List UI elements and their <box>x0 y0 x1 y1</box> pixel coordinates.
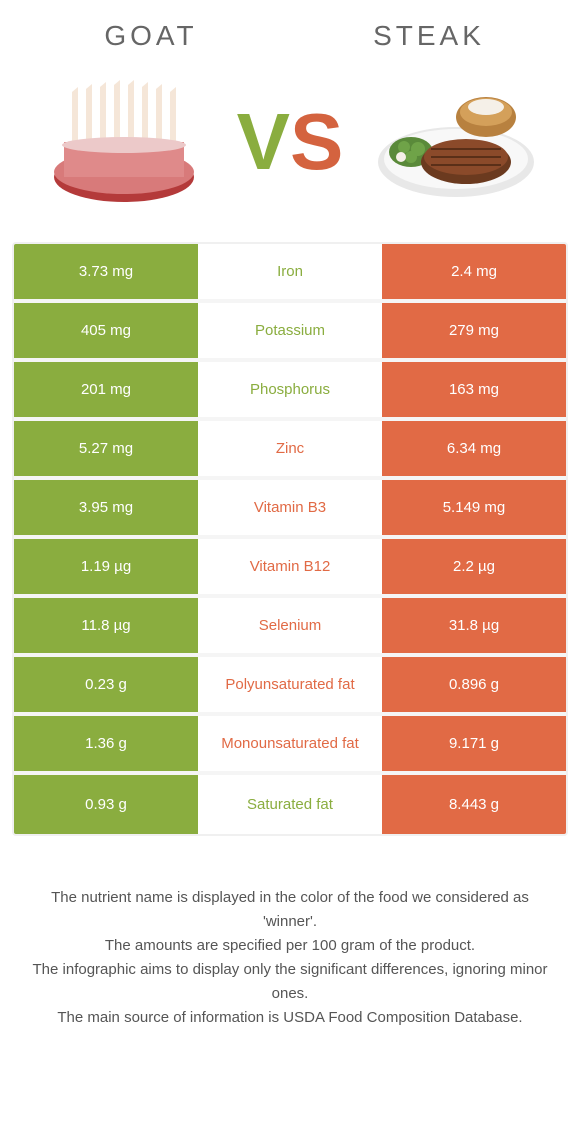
goat-value: 1.19 µg <box>14 539 198 594</box>
table-row: 5.27 mgZinc6.34 mg <box>14 421 566 480</box>
steak-plate-icon <box>376 77 536 207</box>
goat-value: 1.36 g <box>14 716 198 771</box>
footer-notes: The nutrient name is displayed in the co… <box>12 886 568 1030</box>
goat-value: 3.95 mg <box>14 480 198 535</box>
goat-value: 405 mg <box>14 303 198 358</box>
nutrient-label: Selenium <box>198 598 382 653</box>
goat-image <box>22 72 227 212</box>
nutrient-label: Potassium <box>198 303 382 358</box>
table-row: 0.93 gSaturated fat8.443 g <box>14 775 566 834</box>
footer-line-3: The infographic aims to display only the… <box>22 958 558 1006</box>
nutrient-label: Monounsaturated fat <box>198 716 382 771</box>
table-row: 0.23 gPolyunsaturated fat0.896 g <box>14 657 566 716</box>
vs-v-letter: V <box>237 96 290 188</box>
steak-image <box>353 72 558 212</box>
steak-value: 2.2 µg <box>382 539 566 594</box>
vs-s-letter: S <box>290 96 343 188</box>
table-row: 201 mgPhosphorus163 mg <box>14 362 566 421</box>
nutrient-label: Vitamin B3 <box>198 480 382 535</box>
goat-meat-icon <box>44 77 204 207</box>
steak-value: 0.896 g <box>382 657 566 712</box>
table-row: 3.95 mgVitamin B35.149 mg <box>14 480 566 539</box>
nutrient-label: Iron <box>198 244 382 299</box>
steak-value: 5.149 mg <box>382 480 566 535</box>
table-row: 405 mgPotassium279 mg <box>14 303 566 362</box>
goat-value: 11.8 µg <box>14 598 198 653</box>
goat-value: 5.27 mg <box>14 421 198 476</box>
steak-value: 279 mg <box>382 303 566 358</box>
goat-value: 3.73 mg <box>14 244 198 299</box>
steak-value: 6.34 mg <box>382 421 566 476</box>
table-row: 3.73 mgIron2.4 mg <box>14 244 566 303</box>
vs-label: VS <box>227 96 354 188</box>
header-titles: GOAT STEAK <box>12 20 568 52</box>
goat-value: 0.23 g <box>14 657 198 712</box>
nutrient-label: Phosphorus <box>198 362 382 417</box>
steak-value: 9.171 g <box>382 716 566 771</box>
footer-line-4: The main source of information is USDA F… <box>22 1006 558 1030</box>
nutrient-label: Zinc <box>198 421 382 476</box>
steak-value: 2.4 mg <box>382 244 566 299</box>
nutrient-label: Polyunsaturated fat <box>198 657 382 712</box>
goat-title: GOAT <box>12 20 290 52</box>
table-row: 11.8 µgSelenium31.8 µg <box>14 598 566 657</box>
steak-value: 8.443 g <box>382 775 566 834</box>
goat-value: 0.93 g <box>14 775 198 834</box>
steak-value: 31.8 µg <box>382 598 566 653</box>
footer-line-1: The nutrient name is displayed in the co… <box>22 886 558 934</box>
nutrient-label: Saturated fat <box>198 775 382 834</box>
footer-line-2: The amounts are specified per 100 gram o… <box>22 934 558 958</box>
comparison-table: 3.73 mgIron2.4 mg405 mgPotassium279 mg20… <box>12 242 568 836</box>
steak-value: 163 mg <box>382 362 566 417</box>
image-row: VS <box>12 72 568 212</box>
table-row: 1.36 gMonounsaturated fat9.171 g <box>14 716 566 775</box>
nutrient-label: Vitamin B12 <box>198 539 382 594</box>
table-row: 1.19 µgVitamin B122.2 µg <box>14 539 566 598</box>
steak-title: STEAK <box>290 20 568 52</box>
goat-value: 201 mg <box>14 362 198 417</box>
